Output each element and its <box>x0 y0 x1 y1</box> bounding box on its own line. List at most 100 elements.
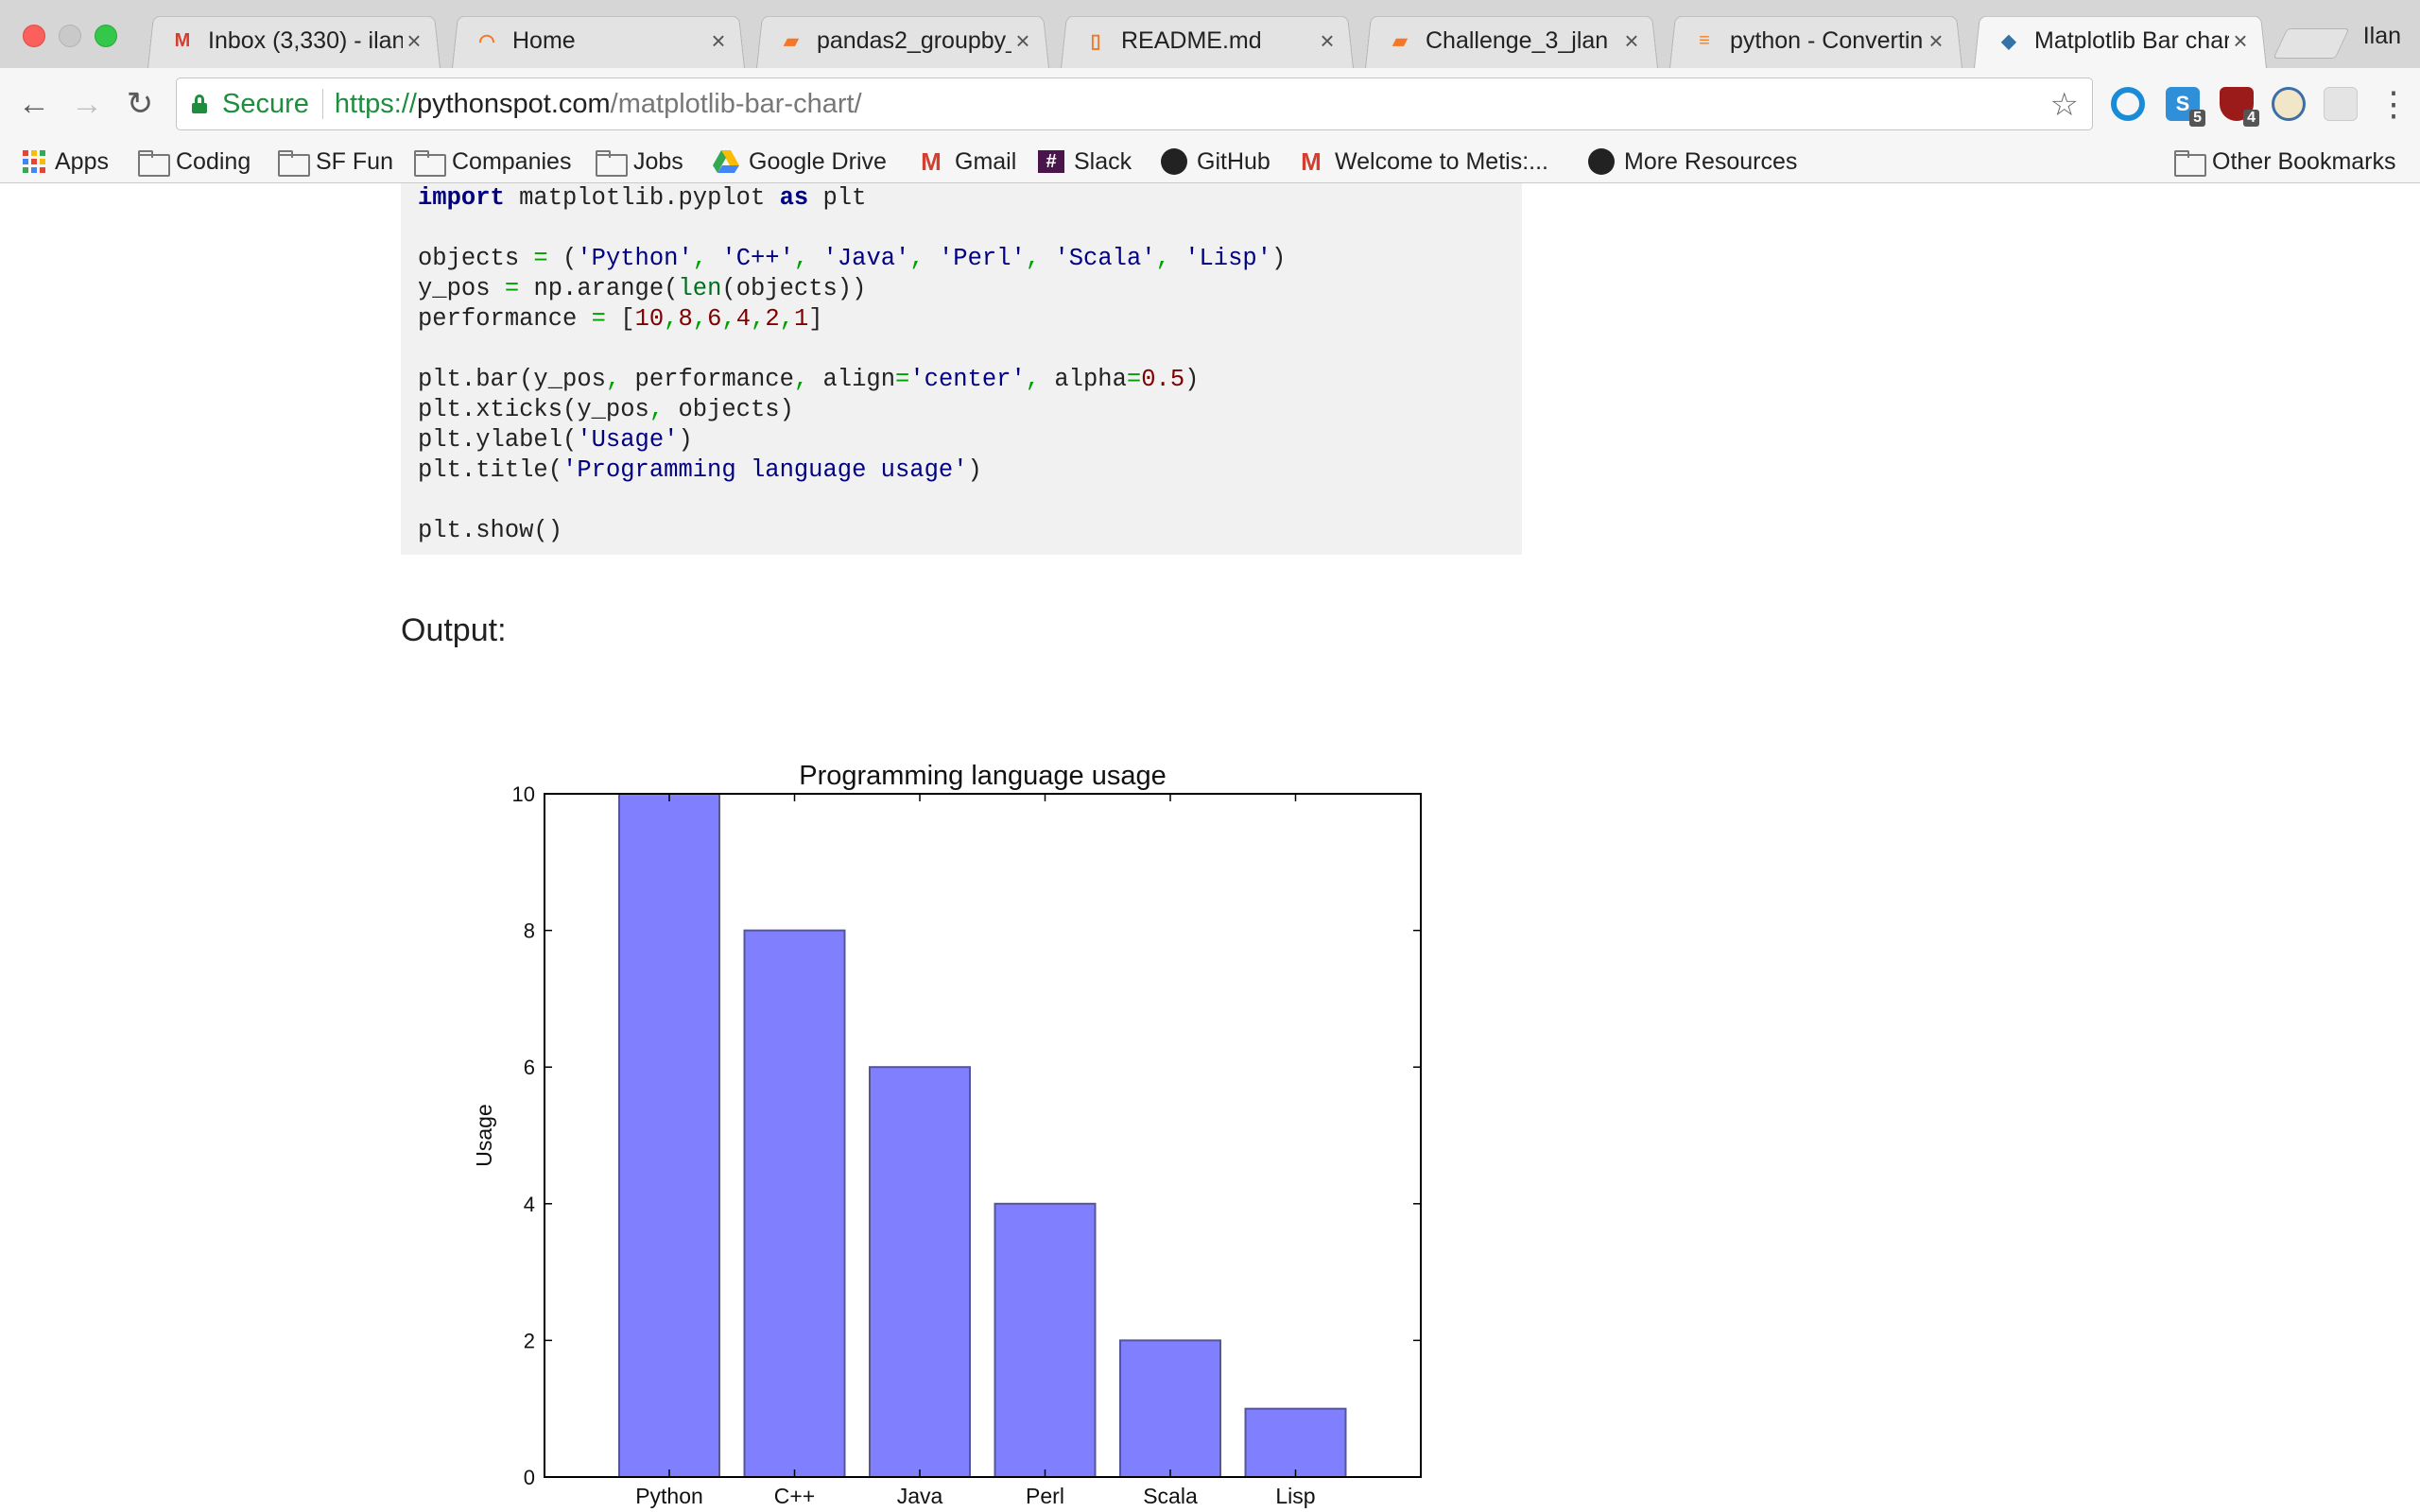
chart-title: Programming language usage <box>799 761 1167 791</box>
tab-6[interactable]: ≡ python - Convertin × <box>1664 13 1968 68</box>
bookmark-label: Google Drive <box>749 147 887 175</box>
lock-icon <box>192 94 207 113</box>
notebook-icon: ▰ <box>784 30 799 52</box>
y-tick-label: 6 <box>524 1056 535 1079</box>
bookmark-github[interactable]: GitHub <box>1161 144 1270 180</box>
bookmark-apps[interactable]: Apps <box>23 144 109 180</box>
bookmark-slack[interactable]: # Slack <box>1038 144 1132 180</box>
more-menu-icon[interactable]: ⋮ <box>2377 84 2411 123</box>
bookmark-star-icon[interactable]: ☆ <box>2049 87 2079 123</box>
tab-4[interactable]: ▯ README.md × <box>1055 13 1359 68</box>
bar-cpp <box>743 929 846 1479</box>
y-axis-label: Usage <box>472 1104 496 1166</box>
close-icon[interactable]: × <box>711 26 726 55</box>
folder-icon <box>278 150 310 177</box>
generic-extension-icon[interactable] <box>2324 87 2358 121</box>
bookmarks-bar: Apps Coding SF Fun Companies Jobs Google Driv… <box>0 142 2420 183</box>
reload-button[interactable]: ↻ <box>121 85 159 123</box>
bookmark-other-bookmarks[interactable]: Other Bookmarks <box>2174 144 2396 180</box>
x-tick-label: Python <box>635 1484 703 1508</box>
tab-3[interactable]: ▰ pandas2_groupby_ × <box>751 13 1055 68</box>
tab-title: README.md <box>1121 26 1262 54</box>
bar-lisp <box>1244 1407 1347 1479</box>
bookmark-companies[interactable]: Companies <box>414 144 571 180</box>
y-tick-label: 4 <box>524 1193 535 1216</box>
arrow-left-icon: ← <box>18 86 50 122</box>
profile-name[interactable]: Ilan <box>2362 23 2401 49</box>
y-tick-label: 10 <box>512 782 535 806</box>
circle-extension-icon[interactable] <box>2111 87 2145 121</box>
bookmark-welcome-to-metis[interactable]: M Welcome to Metis:... <box>1297 144 1548 180</box>
bookmark-label: More Resources <box>1624 147 1798 175</box>
extension-badge: 4 <box>2243 110 2259 127</box>
window-minimize-button[interactable] <box>59 25 81 47</box>
bar-scala <box>1119 1339 1221 1479</box>
bookmark-more-resources[interactable]: More Resources <box>1588 144 1797 180</box>
window-maximize-button[interactable] <box>95 25 117 47</box>
code-line: y_pos = np.arange(len(objects)) <box>418 275 867 302</box>
code-line: performance = [10,8,6,4,2,1] <box>418 305 823 333</box>
x-tick-label: Java <box>897 1484 943 1508</box>
plot-frame <box>544 793 1422 1478</box>
bookmark-label: SF Fun <box>316 147 393 175</box>
bookmark-sf-fun[interactable]: SF Fun <box>278 144 393 180</box>
code-line: plt.show() <box>418 517 563 544</box>
code-line: plt.ylabel('Usage') <box>418 426 693 454</box>
close-icon[interactable]: × <box>1015 26 1030 55</box>
bookmark-label: Companies <box>452 147 572 175</box>
code-line: objects = ('Python', 'C++', 'Java', 'Per… <box>418 245 1287 272</box>
bookmark-jobs[interactable]: Jobs <box>596 144 683 180</box>
tab-2[interactable]: ◠ Home × <box>446 13 751 68</box>
folder-icon <box>2174 150 2206 177</box>
close-icon[interactable]: × <box>1320 26 1335 55</box>
bookmark-gmail[interactable]: M Gmail <box>917 144 1016 180</box>
x-tick-label: Lisp <box>1275 1484 1315 1508</box>
tab-title: Home <box>512 26 576 54</box>
code-line <box>418 214 1505 244</box>
bookmark-google-drive[interactable]: Google Drive <box>713 144 887 180</box>
bar-java <box>869 1066 971 1478</box>
reload-icon: ↻ <box>126 86 154 122</box>
github-icon <box>1588 148 1615 175</box>
tab-1[interactable]: M Inbox (3,330) - ilan × <box>142 13 446 68</box>
forward-button[interactable]: → <box>68 85 106 123</box>
bookmark-label: Gmail <box>955 147 1017 175</box>
code-block: import matplotlib.pyplot as plt objects … <box>401 183 1522 555</box>
tab-5[interactable]: ▰ Challenge_3_jlan × <box>1359 13 1664 68</box>
ublock-extension-icon[interactable]: 4 <box>2220 87 2259 127</box>
secure-label: Secure <box>222 88 309 119</box>
bookmark-label: Coding <box>176 147 251 175</box>
x-tick-label: Scala <box>1143 1484 1198 1508</box>
tab-title: pandas2_groupby_ <box>817 26 1011 54</box>
tab-7[interactable]: ◆ Matplotlib Bar char × <box>1968 13 2273 68</box>
github-icon <box>1161 148 1187 175</box>
gmail-icon: M <box>921 146 942 176</box>
code-line <box>418 486 1505 516</box>
close-icon[interactable]: × <box>1928 26 1944 55</box>
bookmark-coding[interactable]: Coding <box>138 144 251 180</box>
address-bar[interactable]: Secure https://pythonspot.com/matplotlib… <box>176 77 2093 130</box>
close-icon[interactable]: × <box>406 26 422 55</box>
tab-title: Inbox (3,330) - ilan <box>208 26 403 54</box>
y-tick-label: 8 <box>524 919 535 943</box>
window-close-button[interactable] <box>23 25 45 47</box>
glasses-extension-icon[interactable] <box>2272 87 2306 121</box>
new-tab-button[interactable] <box>2273 28 2350 59</box>
bar-chart: 0 2 4 6 8 10 Python C++ Java Perl Scala Lisp Program… <box>463 747 1446 1512</box>
close-icon[interactable]: × <box>1624 26 1639 55</box>
browser-toolbar: ← → ↻ Secure https://pythonspot.com/matp… <box>0 68 2420 142</box>
jupyter-icon: ◠ <box>478 30 495 52</box>
document-icon: ▯ <box>1090 30 1101 52</box>
url-scheme: https:// <box>334 88 417 119</box>
chart-svg: 0 2 4 6 8 10 Python C++ Java Perl Scala Lisp Program… <box>472 761 1422 1508</box>
code-line: plt.bar(y_pos, performance, align='cente… <box>418 366 1200 393</box>
close-icon[interactable]: × <box>2233 26 2248 55</box>
folder-icon <box>414 150 446 177</box>
slack-icon: # <box>1038 150 1064 173</box>
tab-strip: M Inbox (3,330) - ilan × ◠ Home × ▰ pandas2_gro… <box>0 0 2420 68</box>
bookmark-label: Slack <box>1074 147 1132 175</box>
y-tick-label: 0 <box>524 1466 535 1489</box>
apps-icon <box>23 150 45 173</box>
back-button[interactable]: ← <box>15 85 53 123</box>
